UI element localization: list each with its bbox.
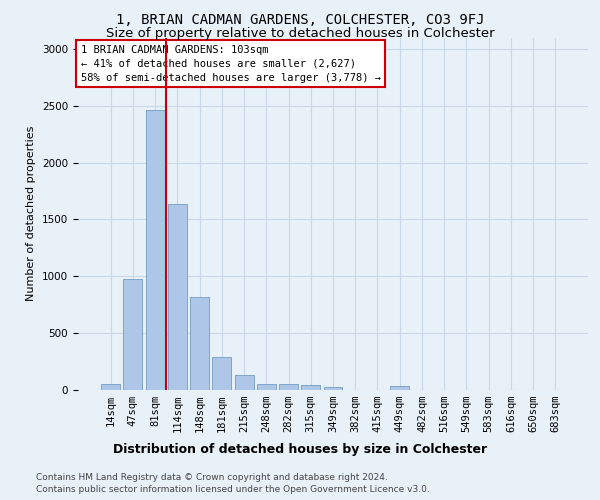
Bar [190, 297, 209, 390]
Bar [146, 110, 164, 390]
Bar [279, 384, 298, 390]
Text: Distribution of detached houses by size in Colchester: Distribution of detached houses by size … [113, 442, 487, 456]
Bar [323, 387, 343, 390]
Text: Contains public sector information licensed under the Open Government Licence v3: Contains public sector information licen… [36, 485, 430, 494]
Text: Size of property relative to detached houses in Colchester: Size of property relative to detached ho… [106, 28, 494, 40]
Bar [301, 386, 320, 390]
Text: 1 BRIAN CADMAN GARDENS: 103sqm
← 41% of detached houses are smaller (2,627)
58% : 1 BRIAN CADMAN GARDENS: 103sqm ← 41% of … [80, 44, 380, 82]
Bar [257, 384, 276, 390]
Bar [124, 278, 142, 390]
Y-axis label: Number of detached properties: Number of detached properties [26, 126, 37, 302]
Text: 1, BRIAN CADMAN GARDENS, COLCHESTER, CO3 9FJ: 1, BRIAN CADMAN GARDENS, COLCHESTER, CO3… [116, 12, 484, 26]
Bar [212, 357, 231, 390]
Text: Contains HM Land Registry data © Crown copyright and database right 2024.: Contains HM Land Registry data © Crown c… [36, 472, 388, 482]
Bar [101, 384, 120, 390]
Bar [168, 204, 187, 390]
Bar [235, 375, 254, 390]
Bar [390, 386, 409, 390]
